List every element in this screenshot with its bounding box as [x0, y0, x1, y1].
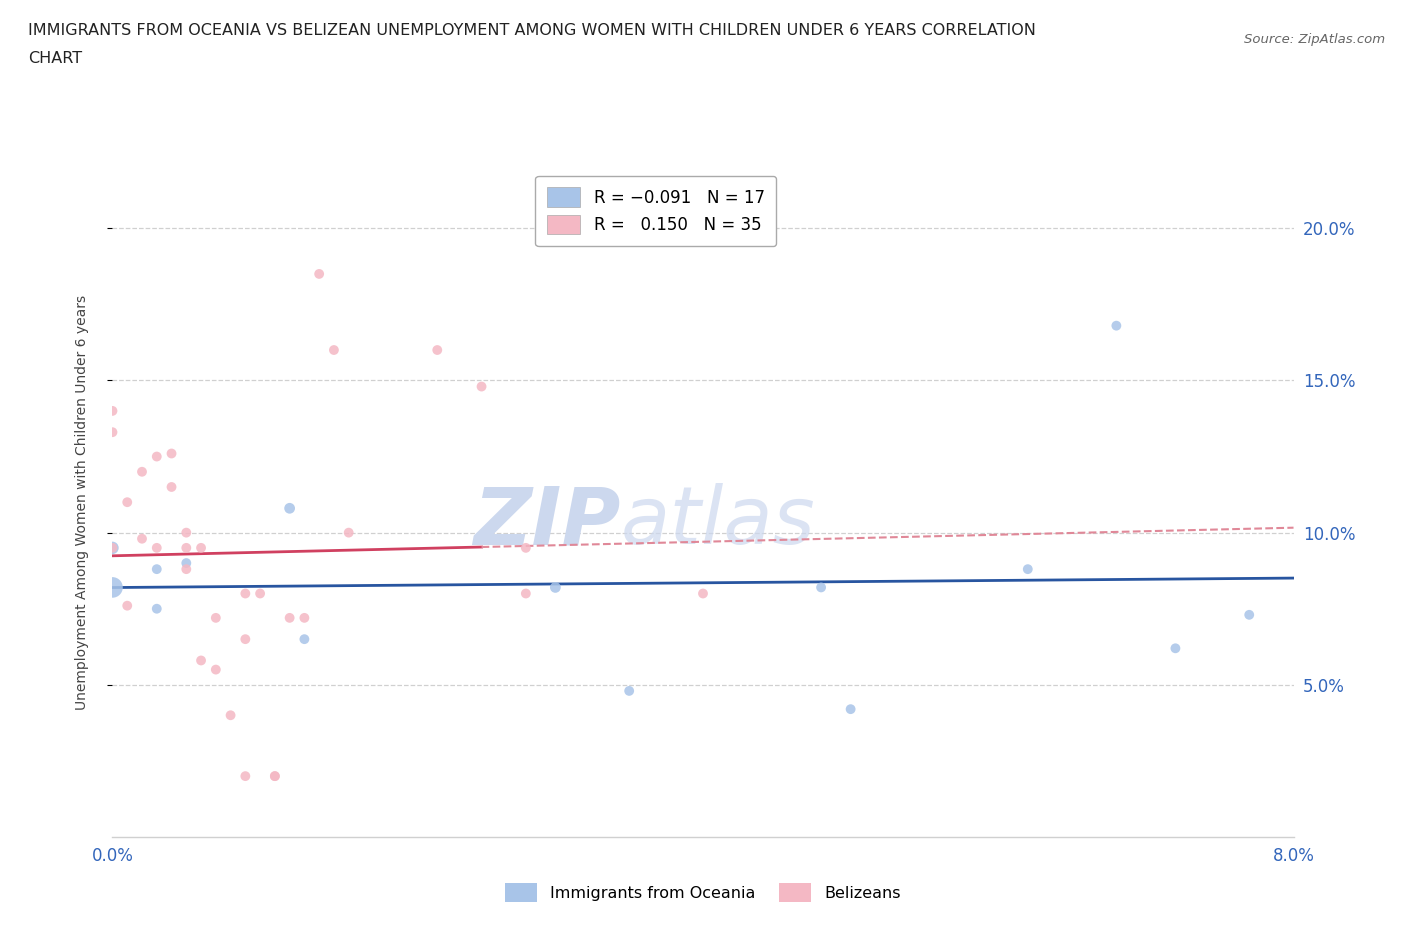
- Point: [146, 562, 169, 577]
- Text: CHART: CHART: [28, 51, 82, 66]
- Point: [515, 540, 537, 555]
- Point: [117, 598, 138, 613]
- Point: [233, 586, 256, 601]
- Point: [205, 662, 228, 677]
- Point: [839, 702, 862, 717]
- Point: [249, 586, 271, 601]
- Point: [264, 769, 287, 784]
- Point: [233, 769, 256, 784]
- Point: [1239, 607, 1261, 622]
- Point: [101, 425, 124, 440]
- Point: [278, 610, 301, 625]
- Point: [205, 610, 228, 625]
- Point: [160, 480, 183, 495]
- Point: [264, 769, 287, 784]
- Point: [810, 580, 832, 595]
- Point: [146, 540, 169, 555]
- Text: atlas: atlas: [620, 484, 815, 562]
- Point: [101, 540, 124, 555]
- Point: [426, 342, 449, 357]
- Point: [219, 708, 242, 723]
- Point: [1105, 318, 1128, 333]
- Point: [160, 446, 183, 461]
- Point: [174, 540, 197, 555]
- Legend: Immigrants from Oceania, Belizeans: Immigrants from Oceania, Belizeans: [499, 877, 907, 908]
- Point: [101, 540, 124, 555]
- Point: [323, 342, 346, 357]
- Point: [117, 495, 138, 510]
- Point: [1164, 641, 1187, 656]
- Text: ZIP: ZIP: [472, 484, 620, 562]
- Point: [292, 631, 315, 646]
- Y-axis label: Unemployment Among Women with Children Under 6 years: Unemployment Among Women with Children U…: [75, 295, 89, 710]
- Point: [337, 525, 360, 540]
- Point: [619, 684, 641, 698]
- Point: [131, 531, 153, 546]
- Point: [544, 580, 567, 595]
- Point: [101, 580, 124, 595]
- Point: [233, 631, 256, 646]
- Point: [174, 555, 197, 570]
- Point: [308, 267, 330, 282]
- Point: [101, 404, 124, 418]
- Legend: R = −0.091   N = 17, R =   0.150   N = 35: R = −0.091 N = 17, R = 0.150 N = 35: [536, 176, 776, 246]
- Point: [146, 449, 169, 464]
- Point: [190, 653, 212, 668]
- Point: [471, 379, 494, 394]
- Text: Source: ZipAtlas.com: Source: ZipAtlas.com: [1244, 33, 1385, 46]
- Point: [1017, 562, 1039, 577]
- Point: [174, 525, 197, 540]
- Point: [190, 540, 212, 555]
- Point: [292, 610, 315, 625]
- Point: [131, 464, 153, 479]
- Point: [174, 562, 197, 577]
- Point: [692, 586, 714, 601]
- Point: [146, 602, 169, 617]
- Point: [515, 586, 537, 601]
- Text: IMMIGRANTS FROM OCEANIA VS BELIZEAN UNEMPLOYMENT AMONG WOMEN WITH CHILDREN UNDER: IMMIGRANTS FROM OCEANIA VS BELIZEAN UNEM…: [28, 23, 1036, 38]
- Point: [278, 501, 301, 516]
